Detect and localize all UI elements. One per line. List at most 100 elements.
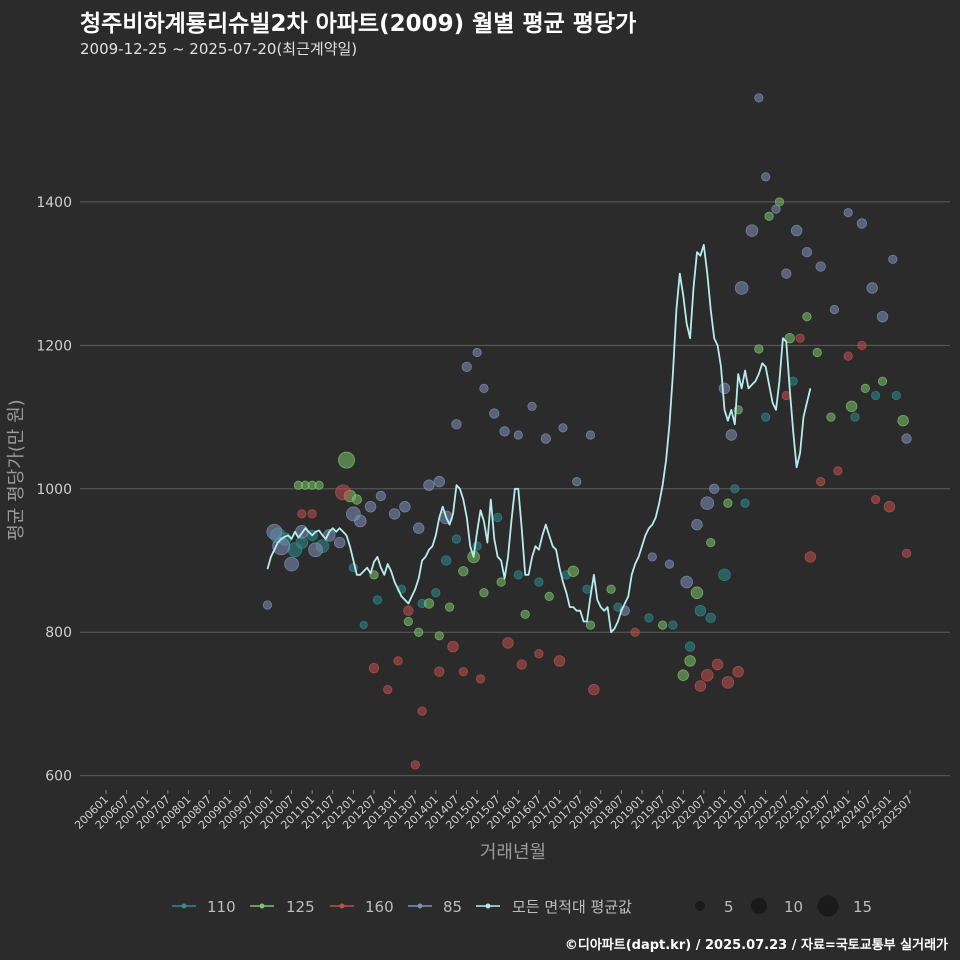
- point-85: [489, 408, 500, 419]
- point-110: [644, 613, 654, 623]
- point-110: [493, 512, 503, 523]
- point-85: [709, 483, 720, 494]
- point-160: [534, 649, 544, 659]
- scatter-points: [262, 93, 912, 770]
- point-160: [843, 351, 853, 361]
- point-160: [833, 466, 843, 476]
- legend-item-160: 160: [330, 898, 394, 916]
- point-85: [866, 282, 878, 294]
- y-tick-label: 1400: [36, 195, 72, 211]
- point-125: [444, 602, 455, 612]
- point-110: [891, 390, 901, 401]
- point-160: [804, 551, 817, 563]
- point-110: [871, 390, 881, 401]
- point-160: [502, 637, 514, 649]
- legend-size-marker-15: [817, 895, 839, 917]
- point-85: [399, 501, 411, 513]
- point-125: [845, 400, 858, 413]
- point-110: [431, 588, 441, 598]
- point-160: [711, 658, 724, 671]
- point-160: [816, 477, 826, 487]
- y-tick-label: 800: [45, 625, 72, 641]
- chart-title: 청주비하계룡리슈빌2차 아파트(2009) 월별 평균 평당가: [80, 11, 637, 37]
- point-160: [721, 676, 735, 689]
- point-85: [856, 218, 868, 229]
- legend-size-marker-10: [751, 898, 767, 914]
- point-160: [516, 659, 527, 670]
- point-85: [262, 600, 273, 610]
- point-85: [540, 433, 551, 444]
- grid-layer: [80, 201, 950, 777]
- point-85: [745, 224, 759, 237]
- legend-marker-average: [485, 903, 491, 909]
- point-125: [314, 480, 324, 490]
- point-160: [434, 666, 445, 677]
- point-160: [458, 667, 468, 677]
- legend-item-125: 125: [250, 898, 315, 916]
- point-85: [771, 204, 781, 214]
- point-85: [664, 559, 675, 569]
- point-85: [527, 401, 537, 411]
- point-125: [826, 412, 836, 422]
- point-85: [734, 281, 749, 295]
- point-85: [451, 419, 462, 430]
- point-110: [668, 620, 678, 630]
- point-110: [359, 621, 368, 630]
- point-125: [877, 376, 888, 386]
- legend-marker-125: [259, 903, 265, 909]
- legend-item-110: 110: [172, 898, 236, 916]
- point-85: [700, 496, 715, 510]
- point-85: [888, 254, 898, 264]
- x-axis-ticks: 2006012006072007012007072008012008072009…: [72, 790, 915, 832]
- point-85: [479, 383, 489, 393]
- point-125: [802, 312, 812, 322]
- y-axis-ticks: 600 800 1000 1200 1400: [36, 195, 72, 785]
- point-125: [754, 344, 764, 354]
- point-125: [434, 631, 444, 641]
- point-125: [567, 565, 579, 577]
- point-125: [723, 498, 733, 508]
- point-85: [790, 224, 803, 237]
- x-axis-title: 거래년월: [480, 842, 546, 863]
- point-160: [701, 669, 714, 682]
- point-160: [297, 509, 307, 519]
- point-125: [458, 566, 469, 577]
- point-125: [479, 588, 489, 598]
- legend-size-10: 10: [751, 898, 803, 916]
- legend-marker-160: [339, 903, 345, 909]
- point-85: [375, 490, 387, 502]
- point-125: [684, 655, 696, 667]
- point-160: [447, 640, 459, 653]
- point-85: [499, 426, 510, 437]
- point-110: [684, 641, 696, 652]
- legend-label-110: 110: [207, 898, 236, 916]
- legend-label-average: 모든 면적대 평균값: [512, 898, 632, 916]
- point-160: [871, 494, 881, 505]
- legend-size-label-5: 5: [724, 898, 734, 916]
- point-85: [472, 347, 482, 358]
- point-125: [544, 591, 554, 601]
- legend-size-marker-5: [695, 901, 705, 911]
- point-110: [513, 570, 523, 580]
- point-160: [553, 655, 566, 667]
- point-160: [383, 684, 393, 695]
- point-125: [338, 451, 355, 469]
- point-125: [677, 669, 689, 681]
- point-85: [815, 261, 826, 272]
- legend: 110 125 160 85 모든 면적대 평균값 5 10: [172, 895, 872, 917]
- point-85: [412, 522, 425, 534]
- point-160: [588, 683, 600, 696]
- point-85: [761, 172, 771, 182]
- point-160: [732, 665, 744, 678]
- point-125: [351, 494, 362, 505]
- average-price-line: [266, 243, 812, 634]
- legend-marker-110: [181, 903, 187, 909]
- average-line-layer: [266, 243, 812, 634]
- point-160: [857, 340, 867, 350]
- point-85: [754, 93, 764, 103]
- legend-label-85: 85: [443, 898, 462, 916]
- point-160: [630, 627, 640, 637]
- point-125: [897, 414, 909, 427]
- point-110: [441, 555, 452, 566]
